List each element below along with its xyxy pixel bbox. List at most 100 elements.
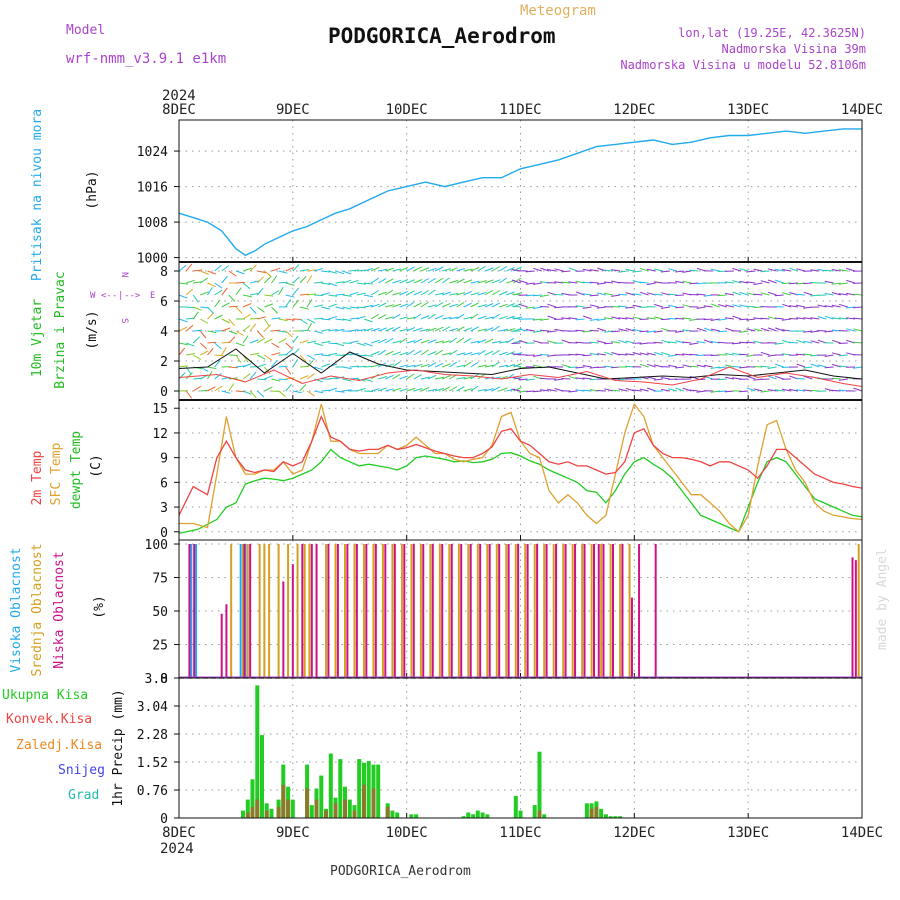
wind-arrow xyxy=(363,378,373,382)
wind-arrow xyxy=(221,327,231,332)
wind-arrow xyxy=(370,339,380,344)
wind-arrow xyxy=(235,365,245,368)
wind-arrow xyxy=(321,270,331,273)
wind-arrow xyxy=(306,354,316,361)
wind-arrow xyxy=(639,352,649,356)
wind-arrow xyxy=(427,388,437,392)
wind-arrow xyxy=(618,339,628,344)
x-tick-label-bottom: 10DEC xyxy=(386,825,428,841)
wind-arrow xyxy=(653,268,663,272)
wind-arrow xyxy=(696,293,706,296)
wind-arrow xyxy=(660,377,670,380)
wind-arrow xyxy=(824,315,834,320)
wind-arrow xyxy=(506,328,516,332)
wind-arrow xyxy=(278,330,288,333)
wind-arrow xyxy=(356,342,366,346)
wind-arrow xyxy=(392,351,402,356)
wind-arrow xyxy=(499,315,508,320)
wind-arrow xyxy=(214,314,223,320)
wind-key-n: N xyxy=(119,272,129,277)
wind-arrow xyxy=(661,388,670,392)
wind-arrow xyxy=(753,282,763,286)
total-rain-bar xyxy=(414,814,419,818)
wind-arrow xyxy=(582,377,592,380)
wind-arrow xyxy=(356,315,366,320)
wind-arrow xyxy=(838,342,848,344)
wind-arrow xyxy=(689,342,699,345)
wind-key-right: --> xyxy=(124,291,141,301)
wind-arrow xyxy=(696,340,706,344)
wind-arrow xyxy=(306,390,315,397)
wind-arrow xyxy=(596,366,606,368)
wind-arrow xyxy=(803,353,813,356)
total-rain-bar xyxy=(255,685,260,818)
wind-arrow xyxy=(271,317,281,320)
wind-arrow xyxy=(703,364,713,368)
wind-arrow xyxy=(760,390,770,393)
wind-arrow xyxy=(589,269,599,272)
wind-arrow xyxy=(547,388,557,392)
total-rain-bar xyxy=(613,816,618,818)
wind-arrow xyxy=(463,352,473,356)
wind-arrow xyxy=(810,330,820,333)
legend-conv-rain: Konvek.Kisa xyxy=(6,712,92,727)
wind-arrow xyxy=(314,342,323,346)
wind-arrow xyxy=(285,348,293,356)
wind-arrow xyxy=(477,280,487,284)
wind-arrow xyxy=(306,373,315,380)
wind-arrow xyxy=(760,292,770,296)
wind-arrow xyxy=(625,340,635,344)
y-tick-label: 1000 xyxy=(137,252,168,267)
wind-arrow xyxy=(328,329,338,332)
wind-arrow xyxy=(250,317,260,320)
wind-arrow xyxy=(392,340,402,344)
conv-rain-bar xyxy=(537,810,542,818)
wind-arrow xyxy=(214,359,221,368)
wind-arrow xyxy=(264,375,273,380)
wind-arrow xyxy=(789,388,799,392)
wind-arrow xyxy=(639,330,649,333)
wind-arrow xyxy=(249,280,260,284)
wind-arrow xyxy=(618,305,628,308)
wind-arrow xyxy=(810,340,820,344)
wind-arrow xyxy=(257,316,267,320)
wind-arrow xyxy=(250,292,260,296)
wind-arrow xyxy=(618,328,628,332)
wind-arrow xyxy=(668,388,678,392)
wind-arrow xyxy=(603,281,614,284)
wind-arrow xyxy=(710,268,720,272)
wind-arrow xyxy=(456,292,466,296)
wind-arrow xyxy=(732,377,742,380)
wind-arrow xyxy=(406,290,415,296)
wind-arrow xyxy=(278,365,288,368)
wind-arrow xyxy=(831,389,841,392)
wind-arrow xyxy=(732,342,742,345)
wind-arrow xyxy=(370,364,380,368)
wind-arrow xyxy=(242,302,252,308)
total-rain-bar xyxy=(319,775,324,818)
wind-arrow xyxy=(307,269,317,272)
y-tick-label: 0 xyxy=(160,385,168,400)
wind-arrow xyxy=(568,375,578,380)
wind-arrow xyxy=(385,278,394,284)
y-tick-label: 6 xyxy=(160,476,168,491)
wind-arrow xyxy=(568,390,578,393)
x-tick-label-bottom: 12DEC xyxy=(613,825,655,841)
wind-arrow xyxy=(639,267,649,272)
wind-arrow xyxy=(456,326,465,332)
panel-border xyxy=(178,119,863,263)
wind-arrow xyxy=(271,275,278,284)
wind-arrow xyxy=(249,371,257,380)
wind-arrow xyxy=(796,293,806,296)
wind-arrow xyxy=(285,282,295,286)
wind-arrow xyxy=(746,318,756,321)
conv-rain-bar xyxy=(385,806,390,818)
wind-arrow xyxy=(392,361,401,368)
wind-arrow xyxy=(413,266,422,272)
wind-arrow xyxy=(413,388,423,392)
wind-arrow xyxy=(625,306,635,309)
wind-speed-line xyxy=(178,348,863,380)
wind-arrow xyxy=(370,303,380,308)
wind-arrow xyxy=(525,378,535,381)
wind-arrow xyxy=(596,306,606,309)
